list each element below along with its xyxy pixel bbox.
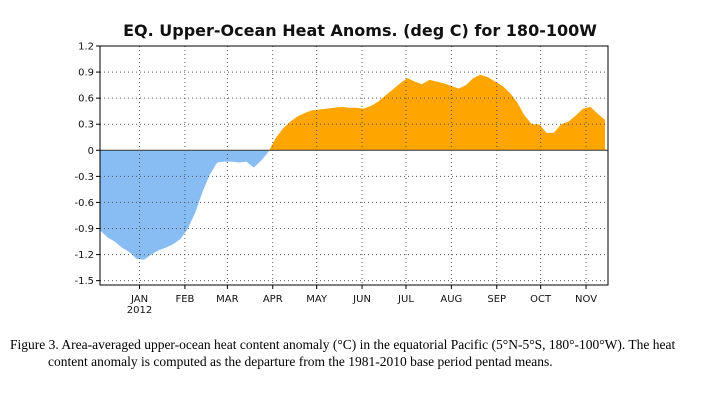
chart: EQ. Upper-Ocean Heat Anoms. (deg C) for … — [74, 21, 609, 316]
y-tick-label: -1.2 — [74, 250, 94, 261]
y-tick-label: 0.3 — [78, 120, 94, 131]
y-tick-label: 0 — [88, 146, 94, 157]
x-tick-label: OCT — [530, 294, 552, 305]
y-tick-label: -0.9 — [74, 224, 94, 235]
plot-area: 1.2 0.9 0.6 0.3 0 -0.3 -0.6 -0.9 -1.2 -1.5 JAN201… — [74, 42, 609, 316]
plot-frame — [99, 45, 609, 286]
x-tick-label: JUN — [352, 294, 371, 305]
x-tick-label: JUL — [397, 294, 414, 305]
x-tick-label: NOV — [575, 294, 597, 305]
x-tick-label: FEB — [175, 294, 194, 305]
x-tick-label: MAY — [306, 294, 328, 305]
y-tick-label: 0.6 — [78, 94, 94, 105]
x-tick-label: MAR — [216, 294, 238, 305]
x-tick-label: AUG — [440, 294, 462, 305]
figure-caption: Figure 3. Area-averaged upper-ocean heat… — [10, 337, 676, 369]
y-tick-label: -0.3 — [74, 172, 94, 183]
x-tick-label: APR — [263, 294, 283, 305]
y-axis: 1.2 0.9 0.6 0.3 0 -0.3 -0.6 -0.9 -1.2 -1.5 — [74, 42, 100, 287]
chart-title: EQ. Upper-Ocean Heat Anoms. (deg C) for … — [123, 21, 597, 40]
x-tick-label: JAN — [130, 294, 148, 305]
positive-anomaly-area — [269, 74, 606, 151]
area-layer — [100, 74, 606, 260]
y-tick-label: -1.5 — [74, 276, 94, 287]
y-tick-label: 1.2 — [78, 42, 94, 53]
y-tick-label: -0.6 — [74, 198, 94, 209]
x-year-label: 2012 — [127, 305, 152, 316]
y-tick-label: 0.9 — [78, 68, 94, 79]
negative-anomaly-area — [100, 150, 270, 260]
x-tick-label: SEP — [487, 294, 506, 305]
